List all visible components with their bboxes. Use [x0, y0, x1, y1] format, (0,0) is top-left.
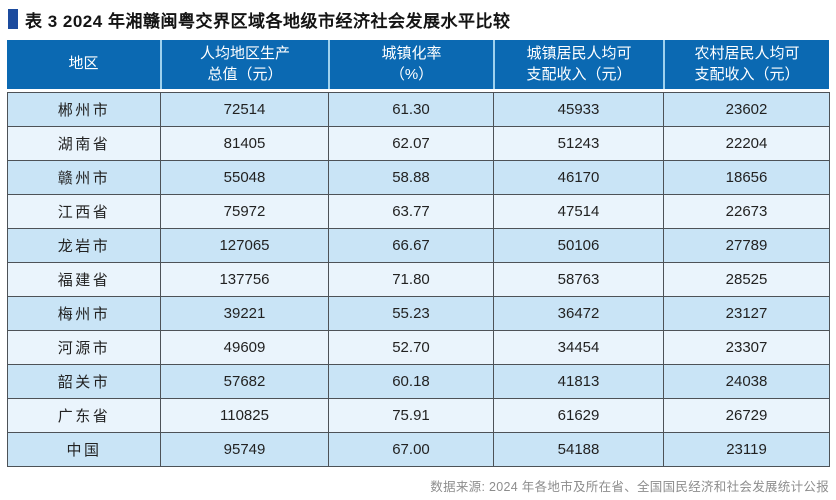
value-cell: 23602: [663, 92, 830, 127]
table-row: 河源市 49609 52.70 34454 23307: [7, 330, 830, 365]
region-cell: 中国: [7, 432, 161, 467]
column-header-line: （%）: [389, 65, 434, 83]
value-cell: 75972: [160, 194, 329, 229]
column-header-urban-income: 城镇居民人均可 支配收入（元）: [493, 40, 663, 89]
value-cell: 81405: [160, 126, 329, 161]
data-table: 郴州市 72514 61.30 45933 23602 湖南省 81405 62.07 5124…: [7, 92, 830, 467]
value-cell: 58.88: [328, 160, 494, 195]
value-cell: 110825: [160, 398, 329, 433]
value-cell: 50106: [493, 228, 664, 263]
value-cell: 127065: [160, 228, 329, 263]
table-title: 表 3 2024 年湘赣闽粤交界区域各地级市经济社会发展水平比较: [8, 7, 829, 31]
value-cell: 71.80: [328, 262, 494, 297]
region-cell: 韶关市: [7, 364, 161, 399]
value-cell: 46170: [493, 160, 664, 195]
table-body: 郴州市 72514 61.30 45933 23602 湖南省 81405 62.07 5124…: [7, 92, 830, 467]
value-cell: 23127: [663, 296, 830, 331]
value-cell: 75.91: [328, 398, 494, 433]
column-header-line: 农村居民人均可: [694, 45, 800, 63]
region-cell: 湖南省: [7, 126, 161, 161]
column-header-line: 支配收入（元）: [526, 65, 632, 83]
value-cell: 57682: [160, 364, 329, 399]
column-header-rural-income: 农村居民人均可 支配收入（元）: [663, 40, 829, 89]
column-header-gdp-per-capita: 人均地区生产 总值（元）: [160, 40, 328, 89]
value-cell: 36472: [493, 296, 664, 331]
value-cell: 23119: [663, 432, 830, 467]
table-row: 赣州市 55048 58.88 46170 18656: [7, 160, 830, 195]
table-title-text: 表 3 2024 年湘赣闽粤交界区域各地级市经济社会发展水平比较: [25, 11, 511, 31]
value-cell: 55.23: [328, 296, 494, 331]
column-header-line: 城镇化率: [381, 45, 442, 63]
column-header-line: 城镇居民人均可: [526, 45, 632, 63]
region-cell: 福建省: [7, 262, 161, 297]
value-cell: 60.18: [328, 364, 494, 399]
region-cell: 梅州市: [7, 296, 161, 331]
value-cell: 24038: [663, 364, 830, 399]
value-cell: 55048: [160, 160, 329, 195]
table-row: 韶关市 57682 60.18 41813 24038: [7, 364, 830, 399]
column-header-urbanization-rate: 城镇化率 （%）: [328, 40, 493, 89]
value-cell: 26729: [663, 398, 830, 433]
region-cell: 赣州市: [7, 160, 161, 195]
value-cell: 137756: [160, 262, 329, 297]
value-cell: 61629: [493, 398, 664, 433]
title-bullet-icon: [8, 9, 18, 29]
table-row: 中国 95749 67.00 54188 23119: [7, 432, 830, 467]
value-cell: 49609: [160, 330, 329, 365]
region-cell: 广东省: [7, 398, 161, 433]
table-row: 龙岩市 127065 66.67 50106 27789: [7, 228, 830, 263]
value-cell: 67.00: [328, 432, 494, 467]
value-cell: 62.07: [328, 126, 494, 161]
value-cell: 47514: [493, 194, 664, 229]
value-cell: 39221: [160, 296, 329, 331]
table-row: 梅州市 39221 55.23 36472 23127: [7, 296, 830, 331]
region-cell: 河源市: [7, 330, 161, 365]
value-cell: 34454: [493, 330, 664, 365]
column-header-line: 地区: [68, 55, 99, 73]
value-cell: 72514: [160, 92, 329, 127]
value-cell: 63.77: [328, 194, 494, 229]
value-cell: 23307: [663, 330, 830, 365]
table-row: 江西省 75972 63.77 47514 22673: [7, 194, 830, 229]
column-header-line: 人均地区生产: [199, 45, 290, 63]
value-cell: 54188: [493, 432, 664, 467]
region-cell: 江西省: [7, 194, 161, 229]
table-header-row: 地区 人均地区生产 总值（元） 城镇化率 （%） 城镇居民人均可 支配收入（元）…: [7, 40, 829, 89]
source-note: 数据来源: 2024 年各地市及所在省、全国国民经济和社会发展统计公报: [430, 480, 829, 494]
region-cell: 龙岩市: [7, 228, 161, 263]
column-header-line: 支配收入（元）: [694, 65, 800, 83]
value-cell: 52.70: [328, 330, 494, 365]
value-cell: 66.67: [328, 228, 494, 263]
region-cell: 郴州市: [7, 92, 161, 127]
value-cell: 41813: [493, 364, 664, 399]
value-cell: 51243: [493, 126, 664, 161]
value-cell: 45933: [493, 92, 664, 127]
column-header-region: 地区: [7, 40, 160, 89]
column-header-line: 总值（元）: [207, 65, 283, 83]
table-row: 福建省 137756 71.80 58763 28525: [7, 262, 830, 297]
value-cell: 28525: [663, 262, 830, 297]
value-cell: 22673: [663, 194, 830, 229]
table-row: 广东省 110825 75.91 61629 26729: [7, 398, 830, 433]
table-row: 郴州市 72514 61.30 45933 23602: [7, 92, 830, 127]
value-cell: 18656: [663, 160, 830, 195]
value-cell: 61.30: [328, 92, 494, 127]
value-cell: 27789: [663, 228, 830, 263]
value-cell: 58763: [493, 262, 664, 297]
value-cell: 22204: [663, 126, 830, 161]
table-row: 湖南省 81405 62.07 51243 22204: [7, 126, 830, 161]
value-cell: 95749: [160, 432, 329, 467]
